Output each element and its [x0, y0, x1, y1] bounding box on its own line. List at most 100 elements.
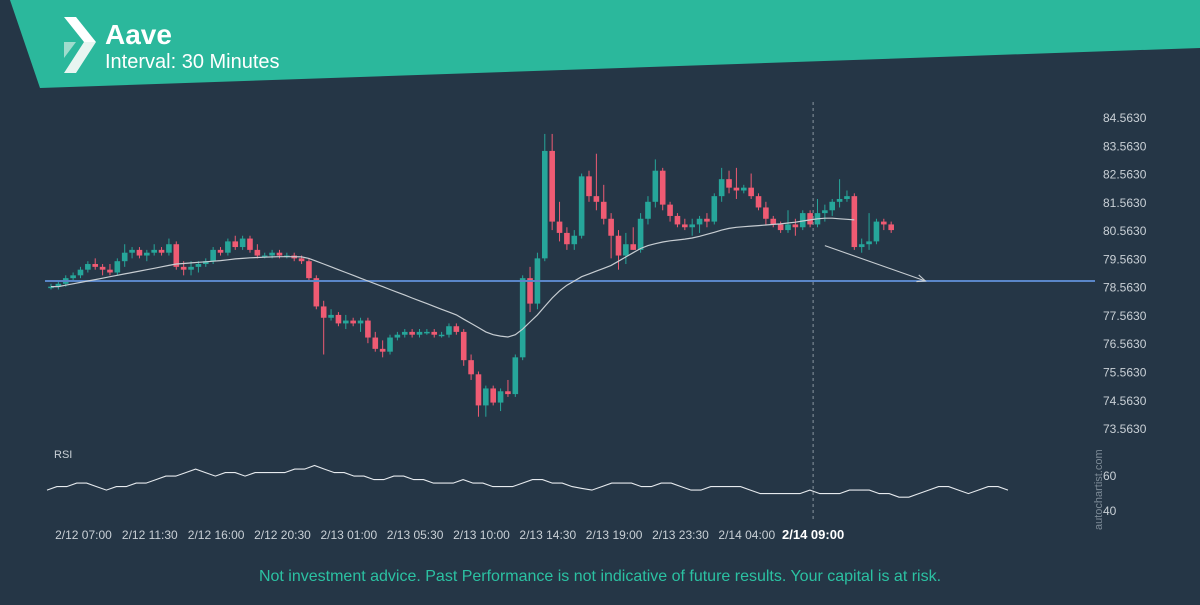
candle-body [490, 388, 496, 403]
candle-body [726, 179, 732, 188]
rsi-tick-label: 60 [1103, 469, 1117, 483]
candle-body [556, 221, 563, 233]
candle-body [438, 334, 445, 337]
candle-body [121, 252, 128, 262]
candle-body [460, 331, 467, 361]
candle-body [881, 221, 887, 225]
candle-body [357, 320, 364, 324]
candle-body [866, 241, 872, 245]
candle-body [166, 244, 172, 253]
candle-body [195, 264, 202, 267]
candle-body [836, 198, 843, 202]
candle-body [578, 176, 585, 236]
candle-body [740, 187, 747, 191]
price-tick-label: 74.5630 [1103, 394, 1147, 408]
candle-body [564, 232, 570, 245]
candle-body [785, 224, 791, 231]
candle-body [394, 334, 401, 338]
candle-body [505, 391, 511, 395]
candle-body [269, 252, 275, 256]
candles-layer [48, 133, 894, 417]
candle-body [144, 252, 150, 256]
candle-body [202, 261, 209, 265]
candle-body [763, 207, 769, 219]
candle-body [608, 218, 614, 236]
price-tick-label: 75.5630 [1103, 366, 1147, 380]
candle-body [431, 331, 438, 335]
candle-body [711, 196, 718, 222]
candle-body [151, 249, 157, 253]
price-tick-label: 73.5630 [1103, 422, 1147, 436]
candle-body [343, 320, 349, 324]
candle-body [844, 196, 850, 199]
time-tick-label: 2/13 14:30 [519, 528, 576, 542]
candle-body [320, 306, 327, 318]
candle-body [527, 278, 533, 304]
price-tick-label: 79.5630 [1103, 252, 1147, 266]
candle-body [453, 326, 460, 332]
projection-arrow-head [916, 274, 927, 283]
candle-body [704, 218, 710, 222]
candle-body [600, 201, 607, 219]
candle-body [822, 210, 828, 214]
candle-body [541, 150, 548, 259]
candle-body [667, 204, 673, 216]
candle-body [777, 224, 784, 231]
time-tick-label: 2/13 23:30 [652, 528, 709, 542]
time-tick-label: 2/13 01:00 [320, 528, 377, 542]
price-tick-label: 84.5630 [1103, 111, 1147, 125]
candle-body [799, 213, 806, 228]
candle-body [254, 249, 261, 256]
candle-body [586, 176, 592, 197]
candle-body [401, 331, 408, 335]
candle-body [468, 360, 474, 375]
candle-body [571, 235, 578, 245]
price-tick-label: 80.5630 [1103, 224, 1147, 238]
rsi-line [46, 464, 1009, 498]
candle-body [55, 283, 62, 287]
price-tick-label: 83.5630 [1103, 139, 1147, 153]
header-subtitle: Interval: 30 Minutes [105, 51, 280, 73]
candle-body [306, 261, 312, 279]
candle-body [858, 244, 865, 248]
candle-body [733, 187, 740, 191]
price-tick-label: 77.5630 [1103, 309, 1147, 323]
autochartist-logo-icon [64, 17, 96, 73]
rsi-panel: RSI 60 40 [46, 449, 1117, 518]
candle-body [483, 388, 489, 406]
time-tick-label: 2/14 09:00 [782, 527, 844, 542]
time-axis: 2/12 07:00 2/12 11:30 2/12 16:00 2/12 20:30… [55, 527, 844, 542]
candle-body [652, 170, 659, 202]
candle-body [630, 244, 637, 250]
candle-body [350, 320, 356, 324]
candle-body [261, 255, 268, 258]
candle-body [623, 244, 629, 256]
header-title: Aave [105, 19, 172, 50]
candle-body [497, 391, 504, 403]
candle-body [129, 249, 135, 253]
candle-body [549, 150, 555, 222]
time-tick-label: 2/14 04:00 [718, 528, 775, 542]
price-tick-label: 82.5630 [1103, 168, 1147, 182]
candle-body [313, 278, 320, 307]
candle-body [173, 244, 180, 267]
candle-body [718, 179, 725, 197]
price-tick-label: 78.5630 [1103, 281, 1147, 295]
candle-body [770, 218, 777, 225]
candle-body [158, 249, 165, 253]
candle-body [637, 218, 644, 250]
watermark-text: autochartist.com [1093, 449, 1105, 530]
candle-body [239, 238, 246, 248]
candle-body [593, 196, 600, 202]
candle-body [70, 275, 76, 279]
candle-body [328, 314, 334, 318]
header-banner [10, 0, 1200, 88]
candle-body [225, 241, 231, 253]
candle-body [416, 331, 423, 335]
candle-body [99, 266, 106, 270]
candle-body [365, 320, 371, 338]
overlay-layer [45, 102, 1095, 522]
rsi-label: RSI [54, 449, 72, 461]
